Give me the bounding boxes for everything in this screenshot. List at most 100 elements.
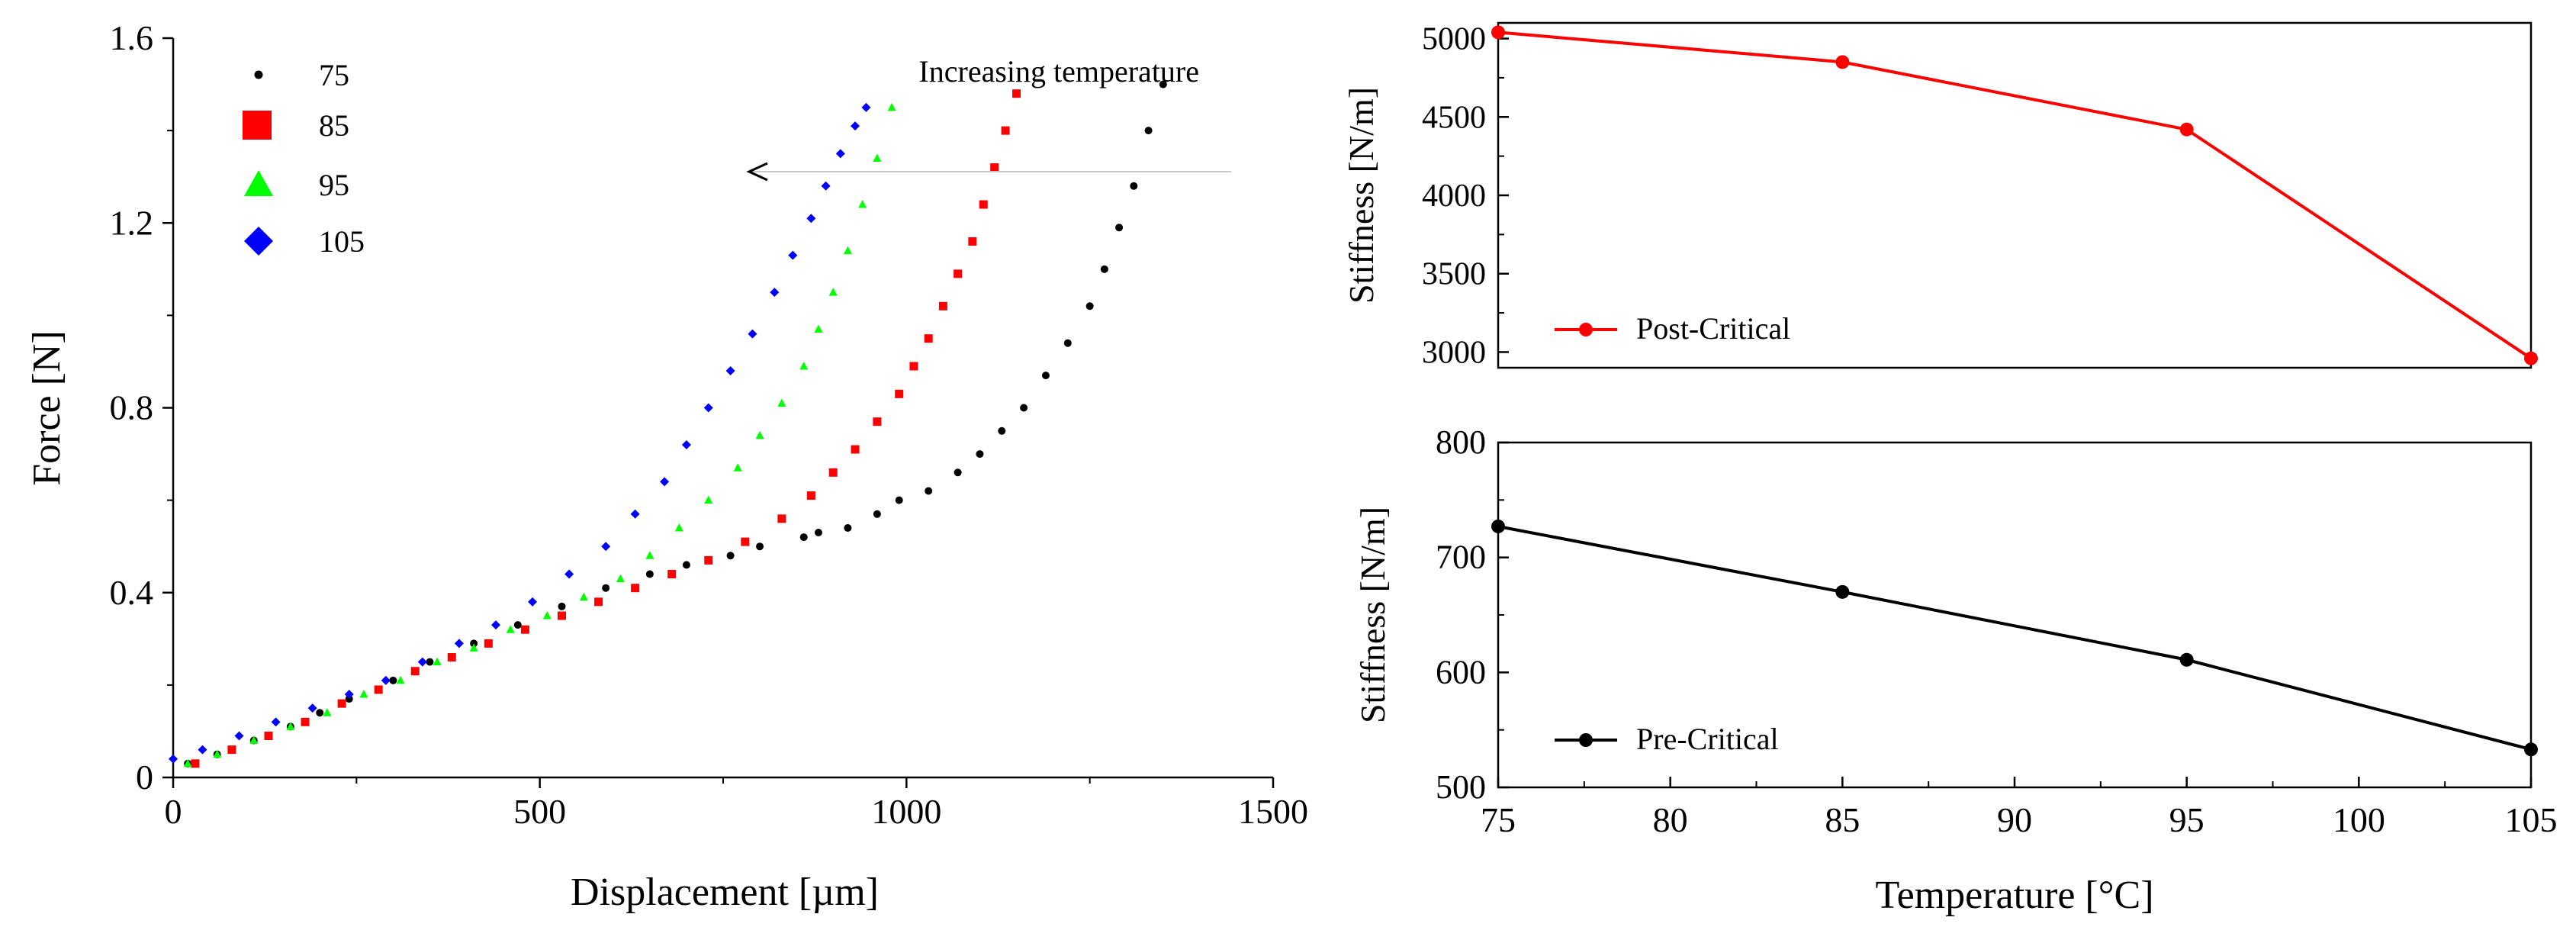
data-point-85	[954, 269, 963, 278]
data-point-75	[345, 695, 353, 703]
data-point-85	[301, 717, 310, 726]
data-point-75	[895, 496, 903, 504]
data-point-75	[756, 542, 764, 551]
data-point-post-critical	[1491, 25, 1505, 40]
data-point-85	[873, 417, 882, 426]
legend-force-displacement: 75 85 95 105	[243, 58, 365, 259]
series-95-points	[183, 102, 896, 768]
data-point-75	[1159, 80, 1167, 89]
legend-marker-85	[243, 111, 272, 140]
legend-label-pre-critical: Pre-Critical	[1636, 722, 1779, 756]
data-point-85	[909, 362, 918, 371]
data-point-105	[821, 181, 831, 191]
data-point-75	[1020, 404, 1028, 412]
data-point-85	[337, 699, 346, 708]
data-point-75	[814, 529, 822, 537]
data-point-105	[681, 439, 691, 449]
data-point-75	[1144, 127, 1153, 135]
data-point-85	[558, 611, 567, 620]
series-105-points	[169, 102, 871, 764]
stiffness-y-tick-label: 800	[1436, 423, 1486, 461]
data-point-95	[469, 643, 478, 652]
data-point-85	[979, 200, 988, 209]
data-point-105	[169, 754, 178, 764]
data-point-75	[844, 523, 852, 532]
data-point-105	[835, 149, 845, 159]
displacement-x-tick-label: 500	[513, 792, 566, 831]
data-point-post-critical	[1835, 55, 1850, 69]
data-point-75	[726, 552, 735, 560]
data-point-105	[806, 214, 816, 224]
displacement-x-tick-label: 1500	[1238, 792, 1308, 831]
data-point-85	[777, 514, 786, 523]
data-point-95	[645, 551, 654, 559]
data-point-85	[741, 537, 750, 546]
data-point-105	[454, 639, 464, 649]
data-point-95	[674, 523, 683, 532]
stiffness-y-tick-label: 4500	[1422, 100, 1486, 135]
data-point-75	[389, 676, 397, 684]
data-point-95	[433, 657, 442, 666]
data-point-95	[579, 592, 588, 601]
data-point-75	[513, 621, 522, 629]
pre-critical-stiffness-axis-label: Stiffness [N/m]	[1353, 507, 1392, 723]
legend-label-75: 75	[319, 58, 349, 92]
data-point-95	[887, 102, 896, 111]
force-axis-label: Force [N]	[25, 330, 69, 486]
data-point-95	[704, 495, 713, 504]
data-point-85	[667, 570, 677, 579]
force-displacement-chart: 0 0.4 0.8 1.2 1.6 0 500 1000 1500 Increasing te…	[25, 18, 1308, 914]
data-point-75	[426, 658, 434, 666]
data-point-105	[630, 509, 640, 519]
data-point-105	[660, 477, 670, 487]
post-critical-stiffness-chart: 3000 3500 4000 4500 5000 Post-Critical Stiff…	[1342, 22, 2538, 370]
data-point-105	[748, 329, 757, 339]
data-point-105	[271, 717, 281, 727]
displacement-x-tick-label: 0	[165, 792, 182, 831]
data-point-105	[788, 250, 798, 260]
series-line-post-critical	[1497, 31, 2533, 360]
stiffness-y-tick-label: 5000	[1422, 22, 1486, 57]
legend-label-105: 105	[319, 224, 365, 259]
pre-critical-stiffness-chart: 500 600 700 800 75 80 85 90 95 100 105 Pre-Critic…	[1353, 423, 2558, 917]
stiffness-y-tick-label: 3000	[1422, 335, 1486, 370]
data-point-95	[799, 361, 809, 370]
data-point-95	[777, 398, 786, 407]
data-point-85	[924, 334, 933, 343]
temperature-x-tick-label: 95	[2169, 800, 2205, 839]
data-point-105	[307, 703, 317, 713]
legend-marker-75	[254, 70, 263, 79]
data-point-105	[198, 745, 207, 755]
data-point-75	[1130, 182, 1138, 190]
data-point-95	[249, 735, 259, 745]
data-point-95	[542, 611, 552, 620]
temperature-x-tick-label: 90	[1997, 800, 2032, 839]
data-point-95	[359, 689, 368, 698]
data-point-95	[873, 153, 882, 162]
data-point-75	[602, 584, 610, 592]
data-point-75	[998, 426, 1006, 435]
data-point-105	[344, 689, 354, 699]
data-point-105	[851, 121, 860, 131]
data-point-85	[828, 468, 838, 477]
legend-marker-pre-critical	[1579, 733, 1593, 747]
legend-label-85: 85	[319, 108, 349, 143]
data-point-105	[725, 366, 735, 376]
data-point-75	[470, 639, 478, 648]
data-point-85	[938, 301, 947, 311]
displacement-x-tick-label: 1000	[871, 792, 941, 831]
data-point-75	[925, 487, 933, 495]
force-y-tick-label: 1.2	[110, 203, 154, 242]
data-point-75	[558, 602, 566, 610]
stiffness-y-tick-label: 600	[1436, 653, 1486, 690]
data-point-75	[873, 510, 881, 518]
data-point-85	[1001, 126, 1010, 135]
data-point-85	[227, 745, 236, 755]
data-point-post-critical	[2179, 122, 2194, 137]
data-point-75	[954, 468, 962, 477]
force-y-tick-label: 1.6	[110, 18, 154, 57]
force-y-tick-label: 0.4	[110, 573, 154, 612]
temperature-axis-label: Temperature [°C]	[1875, 874, 2153, 917]
data-point-105	[861, 102, 871, 112]
